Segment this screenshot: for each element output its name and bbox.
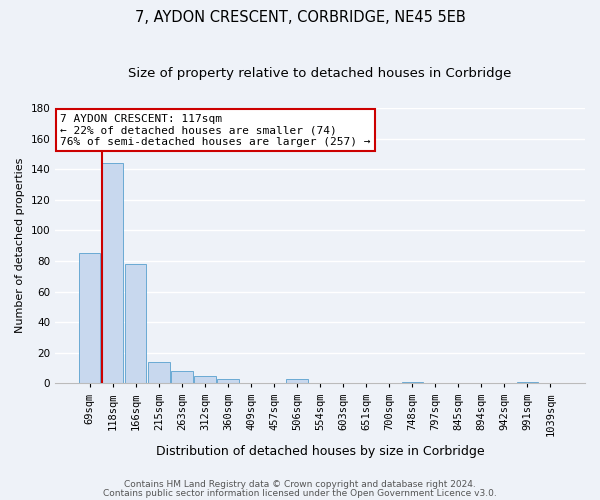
- Bar: [194, 376, 215, 384]
- Text: 7, AYDON CRESCENT, CORBRIDGE, NE45 5EB: 7, AYDON CRESCENT, CORBRIDGE, NE45 5EB: [134, 10, 466, 25]
- Bar: [517, 382, 538, 384]
- Text: Contains HM Land Registry data © Crown copyright and database right 2024.: Contains HM Land Registry data © Crown c…: [124, 480, 476, 489]
- Bar: [125, 264, 146, 384]
- Bar: [79, 254, 100, 384]
- Title: Size of property relative to detached houses in Corbridge: Size of property relative to detached ho…: [128, 68, 512, 80]
- Text: Contains public sector information licensed under the Open Government Licence v3: Contains public sector information licen…: [103, 488, 497, 498]
- Bar: [148, 362, 170, 384]
- X-axis label: Distribution of detached houses by size in Corbridge: Distribution of detached houses by size …: [156, 444, 484, 458]
- Bar: [172, 371, 193, 384]
- Bar: [102, 163, 124, 384]
- Bar: [286, 379, 308, 384]
- Bar: [217, 379, 239, 384]
- Bar: [401, 382, 423, 384]
- Text: 7 AYDON CRESCENT: 117sqm
← 22% of detached houses are smaller (74)
76% of semi-d: 7 AYDON CRESCENT: 117sqm ← 22% of detach…: [61, 114, 371, 147]
- Y-axis label: Number of detached properties: Number of detached properties: [15, 158, 25, 334]
